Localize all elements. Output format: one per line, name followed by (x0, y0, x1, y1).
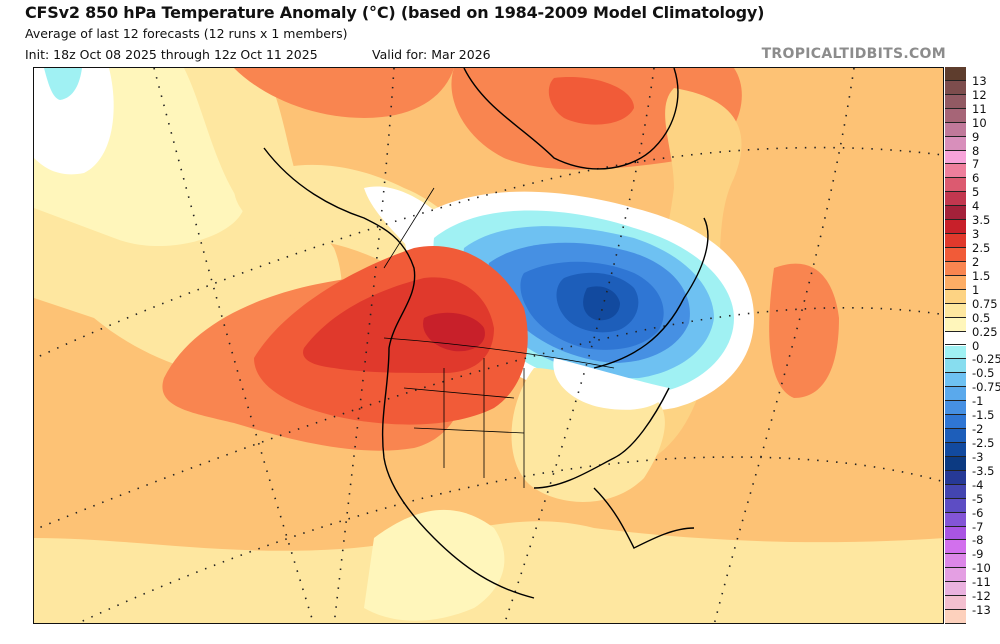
colorbar-cell (945, 136, 966, 151)
colorbar-label: 4 (972, 199, 980, 214)
colorbar-cell (945, 498, 966, 513)
colorbar-cell (945, 206, 966, 221)
colorbar-cell (945, 540, 966, 555)
colorbar-cell (945, 373, 966, 388)
warm-anomaly-arctic-north (234, 68, 454, 118)
colorbar-label: -11 (972, 575, 991, 590)
colorbar-cell (945, 582, 966, 597)
colorbar-cell (945, 178, 966, 193)
colorbar-label: -2 (972, 422, 984, 437)
colorbar-cell (945, 220, 966, 235)
graticule (34, 68, 943, 623)
colorbar-label: 1 (972, 282, 980, 297)
colorbar-cell (945, 401, 966, 416)
colorbar-cell (945, 429, 966, 443)
colorbar-cell (945, 568, 966, 583)
colorbar-label: -6 (972, 505, 984, 520)
colorbar-label: -9 (972, 547, 984, 562)
anomaly-map (33, 67, 944, 624)
colorbar-cell (945, 248, 966, 262)
colorbar-label: -0.25 (972, 352, 1000, 367)
colorbar-label: 2 (972, 254, 980, 269)
colorbar-label: 0.5 (972, 310, 991, 325)
colorbar-label: 3 (972, 227, 980, 242)
colorbar-cell (945, 442, 966, 457)
colorbar-cell (945, 303, 966, 318)
colorbar-label: 8 (972, 143, 980, 158)
colorbar-label: 0 (972, 338, 980, 353)
chart-title: CFSv2 850 hPa Temperature Anomaly (°C) (… (25, 3, 765, 22)
cold-patch-north-pacific (44, 68, 82, 100)
colorbar-label: 11 (972, 101, 987, 116)
colorbar-cell (945, 596, 966, 611)
colorbar-label: -7 (972, 519, 984, 534)
colorbar-label: 3.5 (972, 213, 991, 228)
colorbar-cell (945, 289, 966, 304)
map-canvas (34, 68, 943, 623)
colorbar-label: -8 (972, 533, 984, 548)
colorbar-label: 12 (972, 87, 987, 102)
colorbar-cell (945, 456, 966, 471)
colorbar-label: 9 (972, 129, 980, 144)
colorbar-cell (945, 470, 966, 485)
colorbar-label: 10 (972, 115, 987, 130)
colorbar-cell (945, 526, 966, 541)
colorbar-label: 7 (972, 157, 980, 172)
colorbar-label: -2.5 (972, 435, 995, 450)
colorbar-label: -1 (972, 394, 984, 409)
colorbar-label: -0.75 (972, 380, 1000, 395)
colorbar-cell (945, 108, 966, 123)
warm-anomaly-greenland-core (548, 77, 634, 125)
colorbar-cell (945, 415, 966, 430)
colorbar-label: -13 (972, 603, 991, 618)
colorbar-cell (945, 512, 966, 527)
colorbar-label: 5 (972, 185, 980, 200)
colorbar-cell (945, 554, 966, 569)
colorbar-label: 6 (972, 171, 980, 186)
colorbar-label: 1.5 (972, 268, 991, 283)
colorbar-label: 0.25 (972, 324, 998, 339)
colorbar-cell (945, 261, 966, 276)
valid-time: Valid for: Mar 2026 (372, 47, 491, 62)
pale-anomaly-mexico (364, 509, 505, 621)
colorbar-cell (945, 331, 966, 346)
cold-anomaly-canada-center (583, 286, 620, 321)
colorbar-cell (945, 234, 966, 249)
colorbar-cell (945, 275, 966, 290)
colorbar-label: -10 (972, 561, 991, 576)
colorbar-cell (945, 122, 966, 137)
colorbar-cell (945, 317, 966, 332)
colorbar-cell (945, 345, 966, 360)
colorbar-cell (945, 192, 966, 207)
colorbar-cell (945, 359, 966, 374)
warm-anomaly-northern-rockies-max (423, 312, 485, 352)
colorbar-label: -12 (972, 589, 991, 604)
colorbar-label: 0.75 (972, 296, 998, 311)
colorbar-cell (945, 164, 966, 179)
colorbar-cell (945, 387, 966, 402)
colorbar-label: 13 (972, 73, 987, 88)
political-borders (383, 187, 615, 488)
colorbar (945, 67, 966, 624)
colorbar-label: -3.5 (972, 463, 995, 478)
init-time: Init: 18z Oct 08 2025 through 12z Oct 11… (25, 47, 318, 62)
colorbar-label: -1.5 (972, 408, 995, 423)
brand-watermark: TROPICALTIDBITS.COM (761, 46, 946, 62)
colorbar-cell (945, 150, 966, 165)
colorbar-cell (945, 67, 966, 81)
colorbar-cell (945, 94, 966, 109)
colorbar-label: -3 (972, 449, 984, 464)
colorbar-label: 2.5 (972, 241, 991, 256)
colorbar-label: -0.5 (972, 366, 995, 381)
chart-subtitle: Average of last 12 forecasts (12 runs x … (25, 26, 348, 41)
colorbar-label: -4 (972, 477, 984, 492)
colorbar-cell (945, 484, 966, 499)
neutral-great-lakes (553, 358, 669, 410)
coastlines (263, 68, 709, 599)
colorbar-cell (945, 80, 966, 95)
colorbar-cell (945, 610, 966, 624)
colorbar-label: -5 (972, 491, 984, 506)
